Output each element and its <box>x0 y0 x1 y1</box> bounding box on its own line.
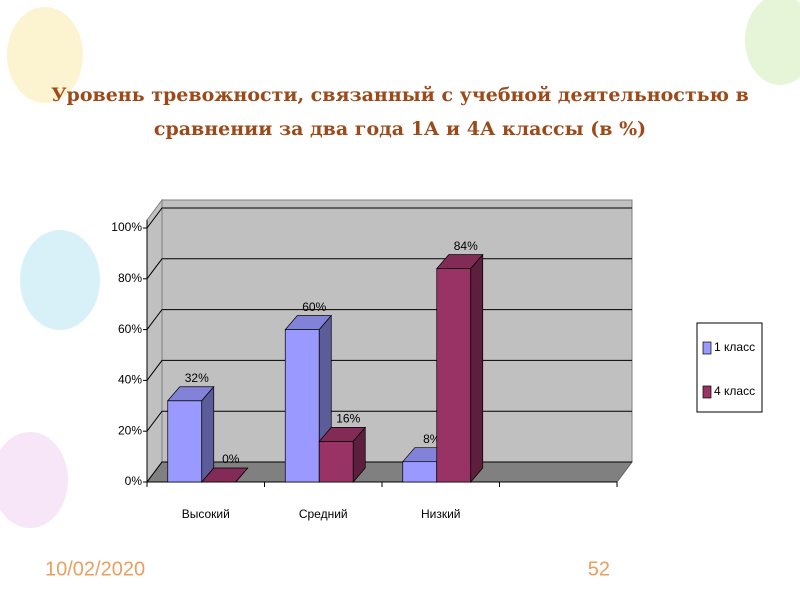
background-balloons <box>0 0 800 528</box>
x-tick-label: Низкий <box>421 507 461 521</box>
bar <box>166 385 215 483</box>
value-label: 8% <box>423 432 441 446</box>
y-tick-label: 100% <box>111 220 142 234</box>
bar-front <box>436 268 472 483</box>
x-tick-label: Средний <box>299 507 348 521</box>
legend-box <box>696 322 763 413</box>
plot: 0% 20% 40% 60% 80% 100% Высокий 32% 0% Средний 60%… <box>111 198 633 521</box>
legend-label: 1 класс <box>714 340 755 354</box>
bar-front <box>284 329 320 483</box>
bar <box>318 426 367 483</box>
footer-date: 10/02/2020 <box>45 558 145 580</box>
legend-label: 4 класс <box>714 384 755 398</box>
page-number: 52 <box>588 558 610 580</box>
back-wall <box>161 199 633 463</box>
title-box: Уровень тревожности, связанный с учебной… <box>51 84 749 140</box>
grid-line <box>146 207 632 229</box>
bar <box>435 253 484 483</box>
y-tick-label: 80% <box>118 271 142 285</box>
x-tick-label: Высокий <box>182 507 230 521</box>
bar-front <box>402 461 438 483</box>
y-tick-label: 60% <box>118 322 142 336</box>
value-label: 60% <box>302 300 326 314</box>
value-label: 32% <box>185 371 209 385</box>
bar-side <box>352 426 366 483</box>
y-tick-label: 0% <box>125 474 143 488</box>
y-tick-label: 40% <box>118 373 142 387</box>
bar-side <box>470 253 484 483</box>
value-label: 0% <box>222 452 240 466</box>
bar-side <box>235 467 249 483</box>
bar-side <box>201 385 215 483</box>
bar-front <box>318 441 354 483</box>
chart-title: Уровень тревожности, связанный с учебной… <box>51 84 749 140</box>
y-tick-label: 20% <box>118 423 142 437</box>
bar-front <box>167 400 203 483</box>
legend: 1 класс 4 класс <box>696 322 763 413</box>
legend-swatch <box>702 341 712 355</box>
legend-swatch <box>702 385 712 399</box>
bar <box>200 467 249 483</box>
side-wall <box>146 198 163 484</box>
value-label: 16% <box>336 412 360 426</box>
value-label: 84% <box>454 239 478 253</box>
